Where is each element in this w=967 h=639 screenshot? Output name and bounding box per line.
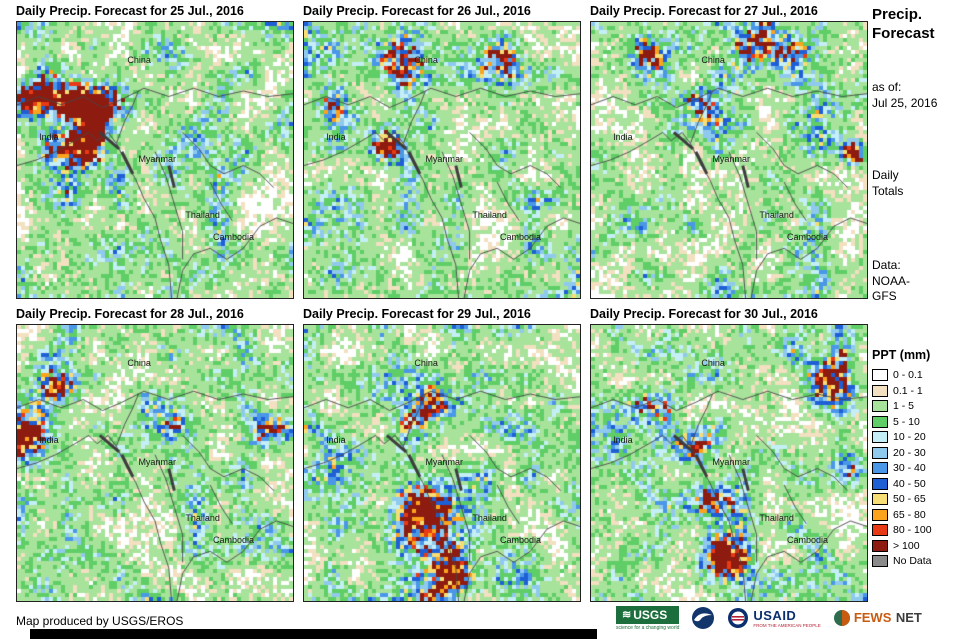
legend-swatch bbox=[872, 369, 888, 381]
legend-item: 65 - 80 bbox=[872, 508, 932, 521]
data-source-block: Data: NOAA- GFS bbox=[872, 258, 910, 305]
map-frame: China India Myanmar Thailand Cambodia bbox=[303, 21, 581, 299]
sidebar-title-line2: Forecast bbox=[872, 24, 935, 42]
data-source-line1: NOAA- bbox=[872, 273, 911, 288]
legend-swatch bbox=[872, 400, 888, 412]
legend-item: 1 - 5 bbox=[872, 400, 932, 412]
panel-title: Daily Precip. Forecast for 26 Jul., 2016 bbox=[303, 4, 531, 18]
usaid-tagline: FROM THE AMERICAN PEOPLE bbox=[753, 622, 821, 628]
usgs-tagline: science for a changing world bbox=[616, 624, 680, 631]
totals-line1: Daily bbox=[872, 168, 899, 182]
panel-title: Daily Precip. Forecast for 30 Jul., 2016 bbox=[590, 307, 818, 321]
panel-title: Daily Precip. Forecast for 27 Jul., 2016 bbox=[590, 4, 818, 18]
legend-item: 40 - 50 bbox=[872, 477, 932, 490]
panels-grid: Daily Precip. Forecast for 25 Jul., 2016… bbox=[16, 4, 868, 602]
legend-label: 80 - 100 bbox=[893, 524, 932, 536]
legend-label: 1 - 5 bbox=[893, 400, 915, 412]
legend-item: 50 - 65 bbox=[872, 493, 932, 505]
totals-line2: Totals bbox=[872, 183, 904, 198]
legend-label: 30 - 40 bbox=[893, 462, 926, 474]
legend-label: 65 - 80 bbox=[893, 508, 926, 521]
legend-label: 40 - 50 bbox=[893, 477, 926, 490]
legend-swatch bbox=[872, 384, 888, 397]
legend-title: PPT (mm) bbox=[872, 348, 931, 362]
legend-swatch bbox=[872, 493, 888, 505]
forecast-panel: Daily Precip. Forecast for 26 Jul., 2016… bbox=[303, 4, 581, 299]
sidebar-title-line1: Precip. bbox=[872, 6, 923, 23]
legend-swatch bbox=[872, 415, 888, 428]
as-of-date: Jul 25, 2016 bbox=[872, 95, 938, 110]
totals-block: Daily Totals bbox=[872, 168, 903, 199]
usgs-logo: ≋ USGS science for a changing world bbox=[616, 605, 680, 631]
fews-globe-icon bbox=[833, 610, 850, 626]
forecast-panel: Daily Precip. Forecast for 29 Jul., 2016… bbox=[303, 307, 581, 602]
legend: PPT (mm) 0 - 0.1 0.1 - 1 1 - 5 5 - 10 10 - 2… bbox=[872, 348, 932, 571]
panel-title: Daily Precip. Forecast for 25 Jul., 2016 bbox=[16, 4, 244, 18]
legend-swatch bbox=[872, 462, 888, 474]
legend-label: 0 - 0.1 bbox=[893, 369, 923, 381]
usaid-emblem-icon bbox=[728, 608, 749, 628]
legend-swatch bbox=[872, 477, 888, 490]
legend-swatch bbox=[872, 431, 888, 443]
precip-map bbox=[17, 22, 293, 298]
legend-label: > 100 bbox=[893, 539, 920, 552]
usaid-logo-text: USAID bbox=[753, 607, 797, 623]
sidebar-title: Precip. Forecast bbox=[872, 6, 935, 44]
forecast-panel: Daily Precip. Forecast for 27 Jul., 2016… bbox=[590, 4, 868, 299]
legend-item: 0 - 0.1 bbox=[872, 369, 932, 381]
legend-swatch bbox=[872, 539, 888, 552]
legend-item: 5 - 10 bbox=[872, 415, 932, 428]
map-frame: China India Myanmar Thailand Cambodia bbox=[590, 324, 868, 602]
legend-item: 30 - 40 bbox=[872, 462, 932, 474]
legend-label: 20 - 30 bbox=[893, 446, 926, 459]
as-of-block: as of: Jul 25, 2016 bbox=[872, 80, 937, 111]
fewsnet-logo-text: FEWS NET bbox=[853, 610, 922, 625]
legend-swatch bbox=[872, 446, 888, 459]
usgs-logo-box: ≋ USGS bbox=[616, 605, 680, 624]
forecast-panel: Daily Precip. Forecast for 30 Jul., 2016… bbox=[590, 307, 868, 602]
legend-label: No Data bbox=[893, 555, 932, 567]
forecast-panel: Daily Precip. Forecast for 28 Jul., 2016… bbox=[16, 307, 294, 602]
panel-title: Daily Precip. Forecast for 28 Jul., 2016 bbox=[16, 307, 244, 321]
legend-swatch bbox=[872, 555, 888, 567]
legend-label: 10 - 20 bbox=[893, 431, 926, 443]
precip-map bbox=[591, 325, 867, 601]
precip-map bbox=[17, 325, 293, 601]
legend-item: No Data bbox=[872, 555, 932, 567]
legend-swatch bbox=[872, 508, 888, 521]
map-frame: China India Myanmar Thailand Cambodia bbox=[303, 324, 581, 602]
fewsnet-logo: FEWS NET bbox=[833, 609, 922, 627]
map-frame: China India Myanmar Thailand Cambodia bbox=[16, 324, 294, 602]
legend-swatch bbox=[872, 524, 888, 536]
bottom-bar bbox=[30, 629, 597, 639]
precip-map bbox=[304, 325, 580, 601]
usgs-logo-text: USGS bbox=[633, 607, 668, 622]
legend-item: 80 - 100 bbox=[872, 524, 932, 536]
legend-item: 10 - 20 bbox=[872, 431, 932, 443]
legend-item: > 100 bbox=[872, 539, 932, 552]
data-source-line2: GFS bbox=[872, 289, 897, 304]
usgs-wave-icon: ≋ bbox=[622, 609, 632, 621]
as-of-label: as of: bbox=[872, 80, 902, 94]
map-frame: China India Myanmar Thailand Cambodia bbox=[590, 21, 868, 299]
data-source-label: Data: bbox=[872, 258, 901, 272]
legend-list: 0 - 0.1 0.1 - 1 1 - 5 5 - 10 10 - 20 20 - 30 3… bbox=[872, 369, 932, 567]
map-credit: Map produced by USGS/EROS bbox=[16, 614, 184, 628]
legend-label: 5 - 10 bbox=[893, 415, 920, 428]
legend-item: 20 - 30 bbox=[872, 446, 932, 459]
forecast-panel: Daily Precip. Forecast for 25 Jul., 2016… bbox=[16, 4, 294, 299]
usaid-logo: USAID FROM THE AMERICAN PEOPLE bbox=[727, 607, 821, 629]
legend-label: 50 - 65 bbox=[893, 493, 926, 505]
usaid-wordmark: USAID FROM THE AMERICAN PEOPLE bbox=[753, 609, 820, 628]
panel-title: Daily Precip. Forecast for 29 Jul., 2016 bbox=[303, 307, 531, 321]
logos-row: ≋ USGS science for a changing world USAI… bbox=[616, 604, 922, 632]
noaa-logo-icon bbox=[692, 607, 715, 629]
precip-map bbox=[591, 22, 867, 298]
map-frame: China India Myanmar Thailand Cambodia bbox=[16, 21, 294, 299]
legend-item: 0.1 - 1 bbox=[872, 384, 932, 397]
legend-label: 0.1 - 1 bbox=[893, 384, 923, 397]
sidebar: Precip. Forecast as of: Jul 25, 2016 Dai… bbox=[872, 0, 966, 639]
precip-map bbox=[304, 22, 580, 298]
